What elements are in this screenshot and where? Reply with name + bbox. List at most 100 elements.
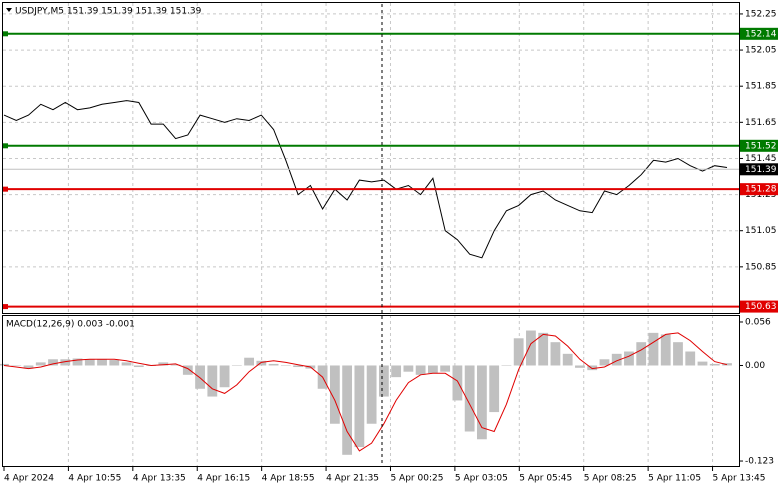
menu-arrow [6,8,12,12]
histogram-bar [293,365,304,368]
level-label-box [740,27,778,40]
histogram-bar [526,330,536,366]
marks-layer [0,31,739,455]
last-price-label: 151.39 [745,165,777,175]
histogram-bar [513,338,524,366]
x-tick-label: 5 Apr 08:25 [584,474,637,484]
histogram-bar [366,365,377,424]
signal-line [3,332,728,452]
histogram-bar [415,365,426,375]
histogram-bar [378,365,389,397]
x-tick-label: 5 Apr 13:45 [713,474,766,484]
histogram-bar [477,365,487,440]
histogram-bar [697,361,708,366]
histogram-bar [244,357,254,366]
histogram-bar [464,365,475,432]
level-label: 151.52 [745,141,777,151]
histogram-bar [97,359,107,366]
y-tick-label: 151.65 [745,118,777,128]
chart-title: USDJPY,M5 151.39 151.39 151.39 151.39 [15,7,202,17]
last-price-box [740,163,778,176]
histogram-bar [611,353,622,366]
histogram-bar [660,334,671,366]
histogram-bar [427,365,438,374]
histogram-bar [48,359,58,366]
x-tick-label: 5 Apr 05:45 [519,474,572,484]
x-tick-label: 5 Apr 00:25 [390,474,443,484]
x-tick-label: 5 Apr 11:05 [648,474,701,484]
histogram-bar [452,365,463,401]
y-tick-label: 152.05 [745,46,777,56]
histogram-bar [599,359,610,366]
histogram-bar [207,365,218,397]
histogram-bar [195,365,205,389]
level-handle [3,143,8,149]
level-label-box [740,183,778,196]
level-handle [3,31,8,37]
histogram-bar [403,365,414,372]
grid-layer [3,3,739,466]
x-tick-label: 4 Apr 13:35 [133,474,186,484]
histogram-bar [562,353,573,366]
histogram-bar [231,365,242,366]
histogram-bar [60,359,71,366]
histogram-bar [673,342,683,366]
y-tick-label: 151.05 [745,226,777,236]
y-tick-label: 0.00 [745,361,765,371]
histogram-bar [538,332,549,366]
level-handle [3,186,8,192]
level-handle [3,304,8,310]
histogram-bar [501,365,512,366]
histogram-bar [109,360,120,366]
histogram-bar [489,365,500,413]
histogram-bar [256,360,267,366]
histogram-bar [709,363,720,366]
level-label: 152.14 [745,29,777,39]
histogram-bar [11,365,22,366]
level-label: 151.28 [745,185,777,195]
histogram-bar [158,362,169,366]
histogram-bar [636,342,647,366]
macd-title: MACD(12,26,9) 0.003 -0.001 [6,320,135,330]
histogram-bar [35,362,46,366]
x-tick-label: 4 Apr 16:15 [197,474,250,484]
y-tick-label: 152.25 [745,9,777,19]
histogram-bar [23,365,34,369]
histogram-bar [84,359,95,366]
labels-layer: 152.25152.05151.85151.65151.45151.25151.… [3,9,778,484]
histogram-bar [170,364,181,366]
y-tick-label: 150.85 [745,262,777,272]
histogram-bar [121,362,132,366]
x-tick-label: 5 Apr 03:05 [455,474,508,484]
x-tick-label: 4 Apr 21:35 [326,474,379,484]
histogram-bar [587,365,598,371]
histogram-bar [575,365,585,368]
histogram-bar [648,332,659,366]
histogram-bar [280,365,291,366]
y-tick-label: 151.85 [745,82,777,92]
histogram-bar [329,365,340,424]
histogram-bar [440,365,451,372]
histogram-bar [133,365,144,368]
level-label: 150.63 [745,302,777,312]
histogram-bar [72,358,83,366]
histogram-bar [342,365,353,455]
price-line [3,100,728,259]
macd-frame [2,315,740,467]
histogram-bar [624,351,634,366]
x-tick-label: 4 Apr 18:55 [262,474,315,484]
x-tick-label: 4 Apr 2024 [4,474,54,484]
y-tick-label: 151.45 [745,154,777,164]
y-tick-label: -0.123 [745,457,774,467]
histogram-bar [391,365,402,378]
histogram-bar [268,363,279,366]
y-tick-label: 0.056 [745,317,771,327]
level-label-box [740,300,778,313]
histogram-bar [219,365,230,388]
x-tick-label: 4 Apr 10:55 [68,474,121,484]
histogram-bar [0,363,9,366]
histogram-bar [182,365,193,375]
histogram-bar [354,365,365,448]
histogram-bar [685,351,696,366]
